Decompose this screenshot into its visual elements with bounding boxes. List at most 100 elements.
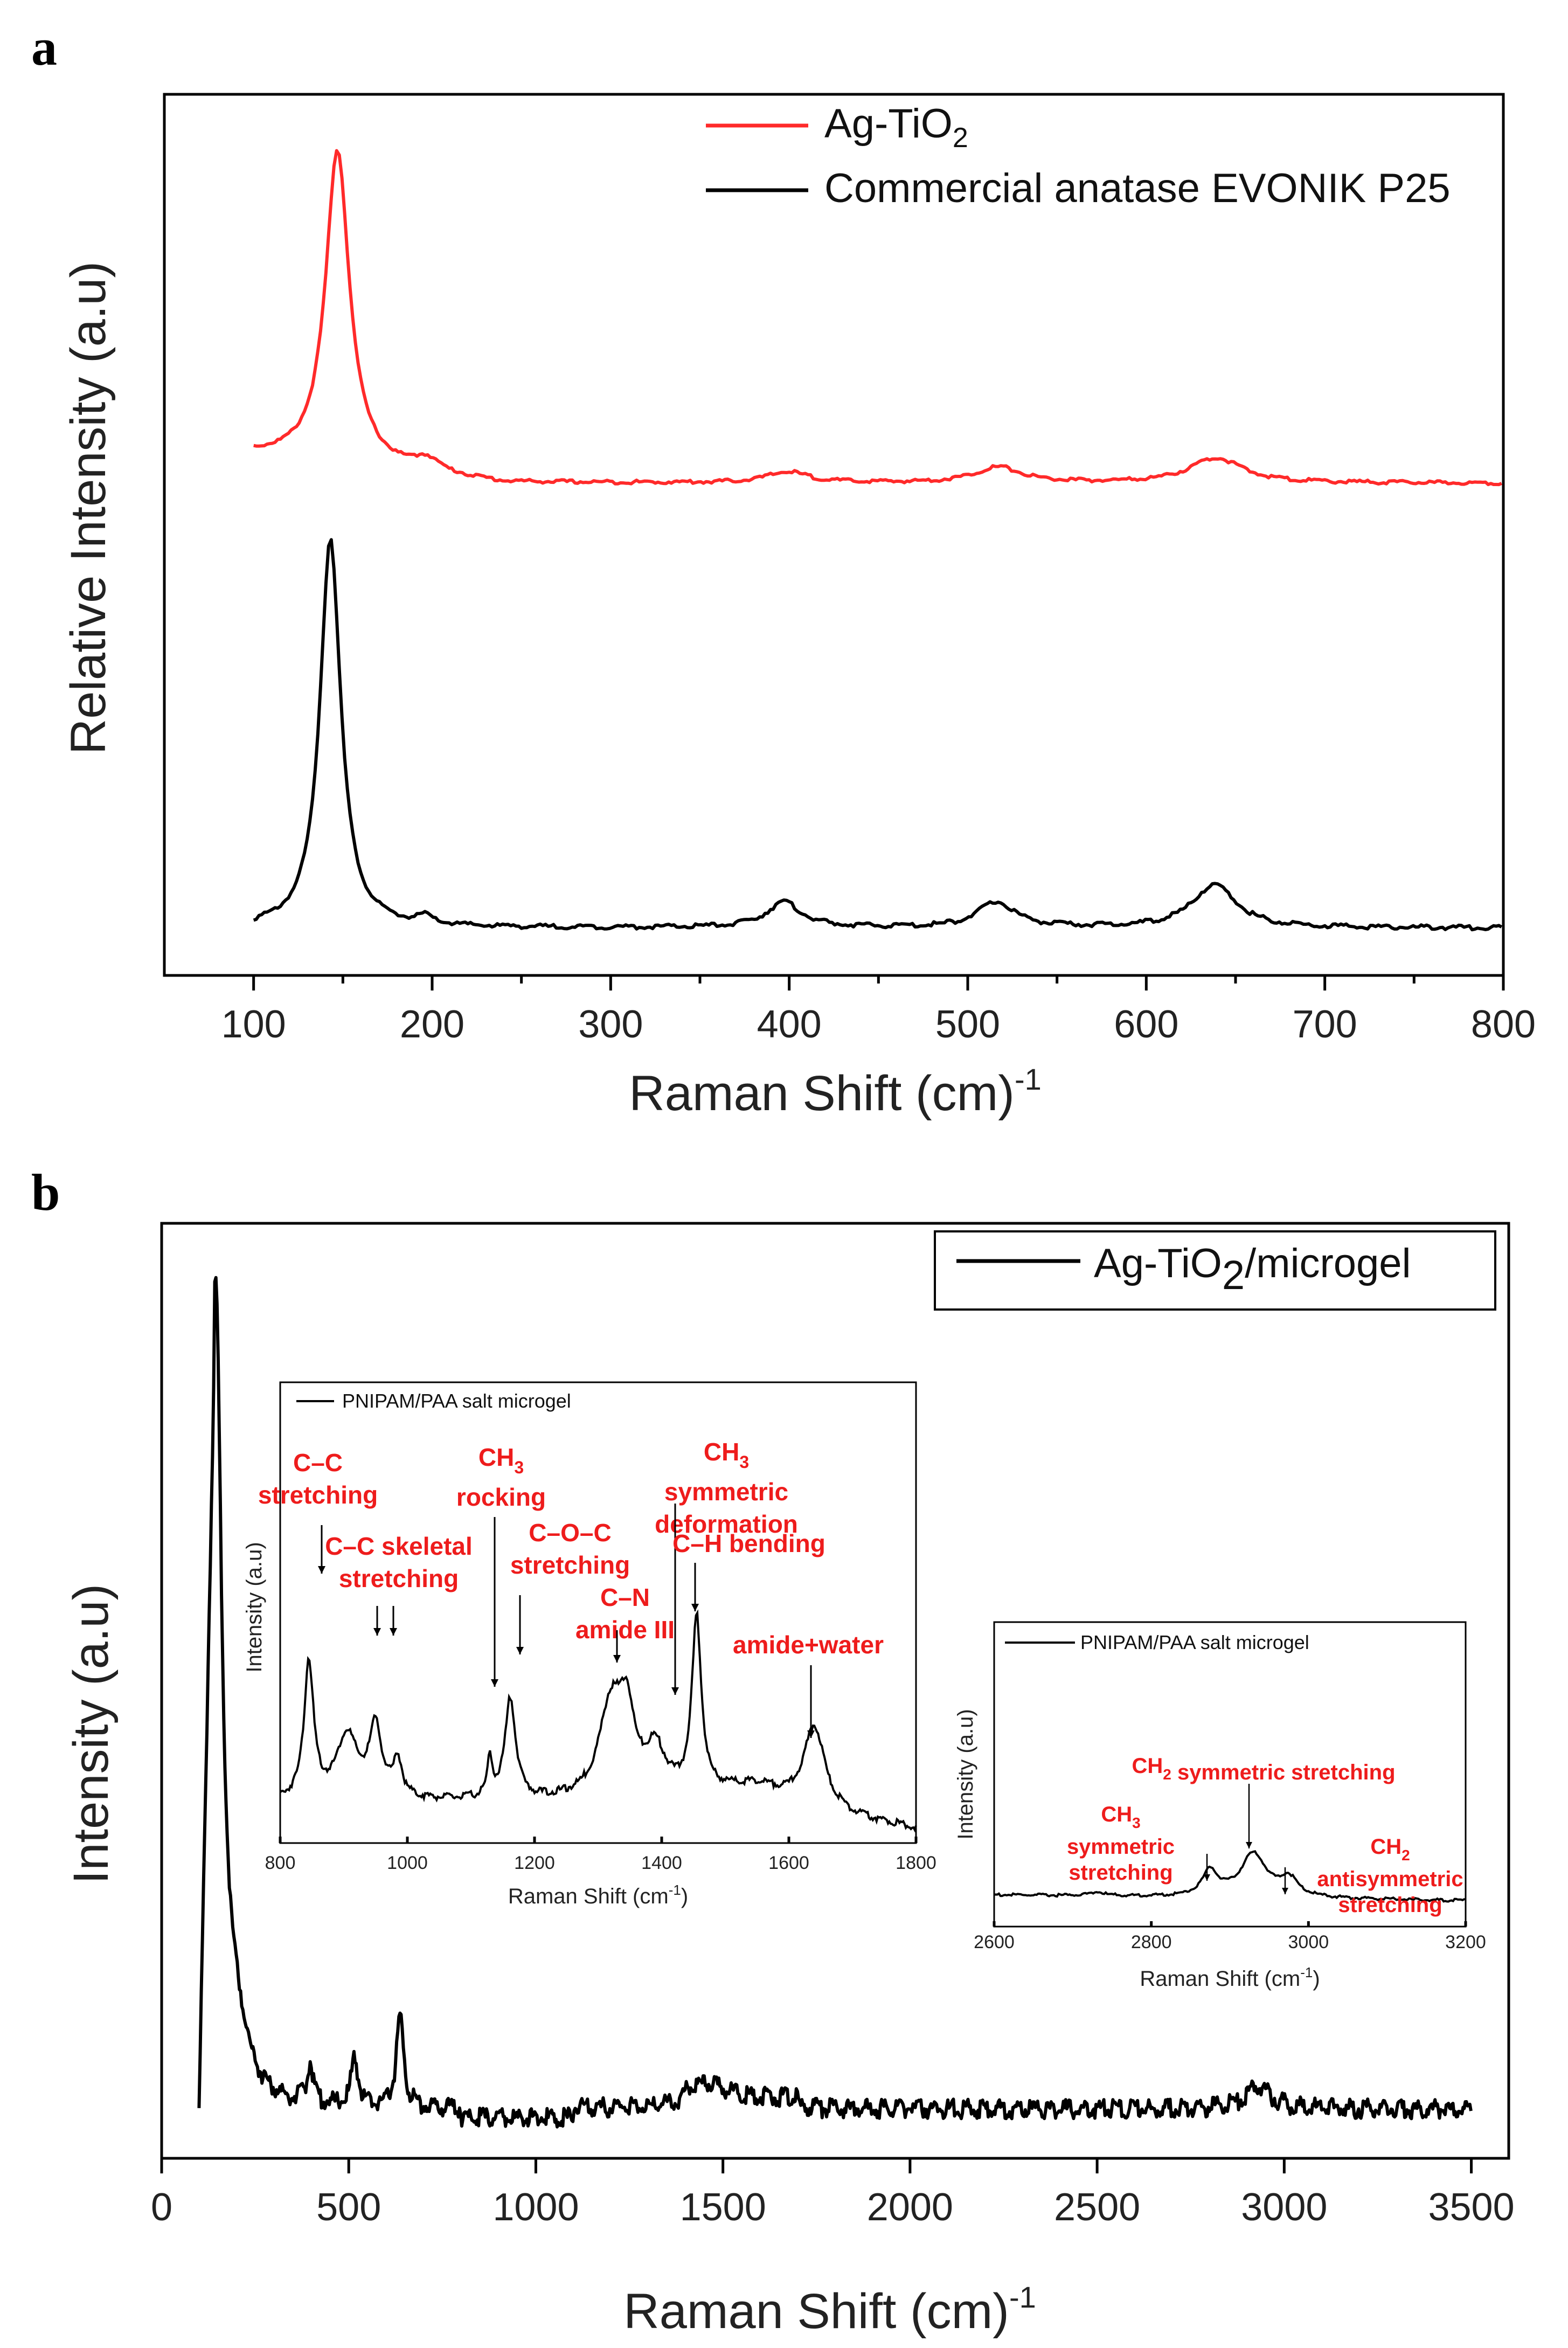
chart-panel-a: 100 200 300 400 500 600 700 800 Raman Shift (cm)… [61, 93, 1536, 1121]
inset-1-annotation-line: CH [478, 1443, 514, 1471]
legend-label-sub-b: 2 [1222, 1252, 1245, 1298]
inset-1-arrowhead [516, 1647, 524, 1654]
inset-1-x-label: Raman Shift (cm-1) [508, 1882, 688, 1908]
inset-2-annotation-line: CH [1370, 1835, 1402, 1859]
inset-2-annotation-sub: 3 [1132, 1814, 1141, 1831]
inset-1-arrowhead [807, 1730, 815, 1738]
legend-label-main-a-1: Commercial anatase EVONIK P25 [824, 165, 1451, 211]
inset-2-x-label-main: Raman Shift (cm [1140, 1967, 1300, 1991]
inset-1-annotation-line: C–C skeletal [325, 1532, 473, 1560]
inset-2-arrowhead [1246, 1842, 1252, 1848]
inset-1-arrowhead [671, 1687, 679, 1695]
x-axis-label-sup-b: -1 [1009, 2280, 1036, 2314]
inset-1-annotation-line: C–C [293, 1449, 343, 1477]
inset-1-annotation: C–C stretching [258, 1449, 378, 1509]
inset-2-x-label: Raman Shift (cm-1) [1140, 1964, 1320, 1991]
x-tick-label-a: 700 [1293, 1003, 1357, 1046]
series-line-b-0 [197, 1276, 1473, 2129]
inset-2-annotation: CH3 symmetric stretching [1067, 1803, 1175, 1885]
x-tick-label-b: 2500 [1054, 2186, 1140, 2229]
inset-1-y-label: Intensity (a.u) [242, 1542, 266, 1672]
legend-label-sub-a-0: 2 [953, 122, 968, 154]
y-axis-label-b: Intensity (a.u) [64, 1584, 119, 1884]
inset-1-x-tick-label: 1800 [896, 1853, 936, 1873]
inset-1-annotation: C–C skeletal stretching [325, 1532, 473, 1592]
x-tick-label-a: 200 [400, 1003, 464, 1046]
x-axis-label-sup-a: -1 [1015, 1062, 1042, 1096]
inset-1-annotation-line: stretching [510, 1551, 630, 1579]
inset-1-frame [279, 1381, 917, 1844]
inset-2-x-tick-label: 3200 [1445, 1932, 1486, 1952]
inset-1-annotation: C–O–C stretching [510, 1519, 630, 1579]
inset-1-annotation-line: C–H bending [672, 1529, 825, 1557]
inset-1-x-tick-label: 1000 [387, 1853, 428, 1873]
x-tick-label-b: 1000 [492, 2186, 579, 2229]
x-tick-label-b: 500 [316, 2186, 381, 2229]
inset-2-annotation: CH2 symmetric stretching [1132, 1754, 1395, 1784]
inset-1-arrowhead [691, 1604, 699, 1611]
legend-box-b [934, 1230, 1496, 1311]
x-axis-label-main-a: Raman Shift (cm) [629, 1066, 1015, 1121]
series-line-a-1 [253, 538, 1503, 932]
panel-label-a: a [31, 18, 57, 76]
legend-label-a-0: Ag-TiO2 [824, 101, 968, 154]
inset-1-annotation-sub: 3 [514, 1458, 524, 1477]
inset-1: 800 1000 1200 1400 1600 1800 Raman Shift (cm-1… [242, 1381, 936, 1908]
inset-2-x-label-sup: -1 [1300, 1964, 1313, 1980]
inset-2-annotation-line: symmetric stretching [1171, 1761, 1396, 1784]
inset-2-x-tick-label: 2800 [1131, 1932, 1172, 1952]
inset-1-arrowhead [373, 1628, 381, 1636]
x-axis-label-a: Raman Shift (cm)-1 [629, 1062, 1042, 1121]
series-line-a-0 [253, 149, 1502, 487]
inset-2-annotation-line: CH [1101, 1803, 1132, 1826]
legend-label-main-b: Ag-TiO [1094, 1241, 1222, 1286]
x-tick-label-a: 500 [935, 1003, 1000, 1046]
inset-1-annotation-line: stretching [339, 1564, 459, 1592]
legend-label-a-1: Commercial anatase EVONIK P25 [824, 165, 1451, 211]
inset-2-arrowhead [1204, 1874, 1210, 1881]
inset-1-arrowhead [390, 1628, 397, 1636]
x-tick-label-b: 1500 [680, 2186, 766, 2229]
chart-panel-b: 0 500 1000 1500 2000 2500 3000 3500 Raman Shift … [64, 1222, 1515, 2339]
x-tick-label-a: 300 [578, 1003, 643, 1046]
inset-2-y-label: Intensity (a.u) [954, 1709, 977, 1839]
plot-frame-b [160, 1222, 1510, 2160]
panel-label-b: b [31, 1163, 60, 1221]
inset-2-annotation-line: antisymmetric [1317, 1867, 1463, 1891]
inset-2-annotation: CH2 antisymmetric stretching [1317, 1835, 1463, 1917]
inset-1-x-tick-label: 800 [265, 1853, 296, 1873]
inset-1-annotation-sub: 3 [739, 1452, 749, 1472]
x-tick-label-b: 0 [151, 2186, 172, 2229]
inset-2-annotation-sub: 2 [1163, 1766, 1171, 1783]
inset-1-annotation: amide+water [733, 1631, 884, 1659]
inset-2-x-tick-label: 2600 [974, 1932, 1015, 1952]
inset-2-annotation-line: symmetric [1067, 1835, 1175, 1859]
inset-1-spectrum [279, 1609, 917, 1833]
inset-1-x-label-sup: -1 [669, 1882, 681, 1898]
legend-label-main-a-0: Ag-TiO [824, 101, 953, 147]
inset-2-x-tick-label: 3000 [1288, 1932, 1329, 1952]
inset-2-arrowhead [1282, 1888, 1288, 1894]
x-axis-label-b: Raman Shift (cm)-1 [623, 2280, 1036, 2339]
y-axis-label-a: Relative Intensity (a.u) [61, 261, 116, 754]
inset-1-x-tick-label: 1600 [768, 1853, 809, 1873]
inset-1-legend-label: PNIPAM/PAA salt microgel [342, 1390, 571, 1412]
inset-1-annotation-line: stretching [258, 1481, 378, 1509]
inset-1-arrowhead [491, 1679, 498, 1687]
inset-2-annotation-sub: 2 [1402, 1847, 1410, 1864]
inset-1-x-tick-label: 1200 [514, 1853, 555, 1873]
x-tick-label-b: 3500 [1428, 2186, 1514, 2229]
inset-1-arrowhead [613, 1655, 621, 1663]
x-tick-label-a: 100 [221, 1003, 286, 1046]
x-axis-label-main-b: Raman Shift (cm) [623, 2284, 1009, 2339]
x-tick-label-b: 2000 [867, 2186, 953, 2229]
inset-1-x-tick-label: 1400 [641, 1853, 682, 1873]
inset-1-annotation-line: rocking [456, 1483, 546, 1511]
inset-1-annotation-line: amide+water [733, 1631, 884, 1659]
inset-1-annotation-line: C–O–C [529, 1519, 611, 1547]
inset-2-frame [993, 1621, 1467, 1928]
inset-1-x-label-close: ) [681, 1885, 688, 1908]
inset-2-annotation-line: stretching [1069, 1861, 1172, 1885]
inset-2-annotation-line: CH [1132, 1754, 1163, 1778]
inset-1-annotation-line: CH [704, 1438, 739, 1466]
